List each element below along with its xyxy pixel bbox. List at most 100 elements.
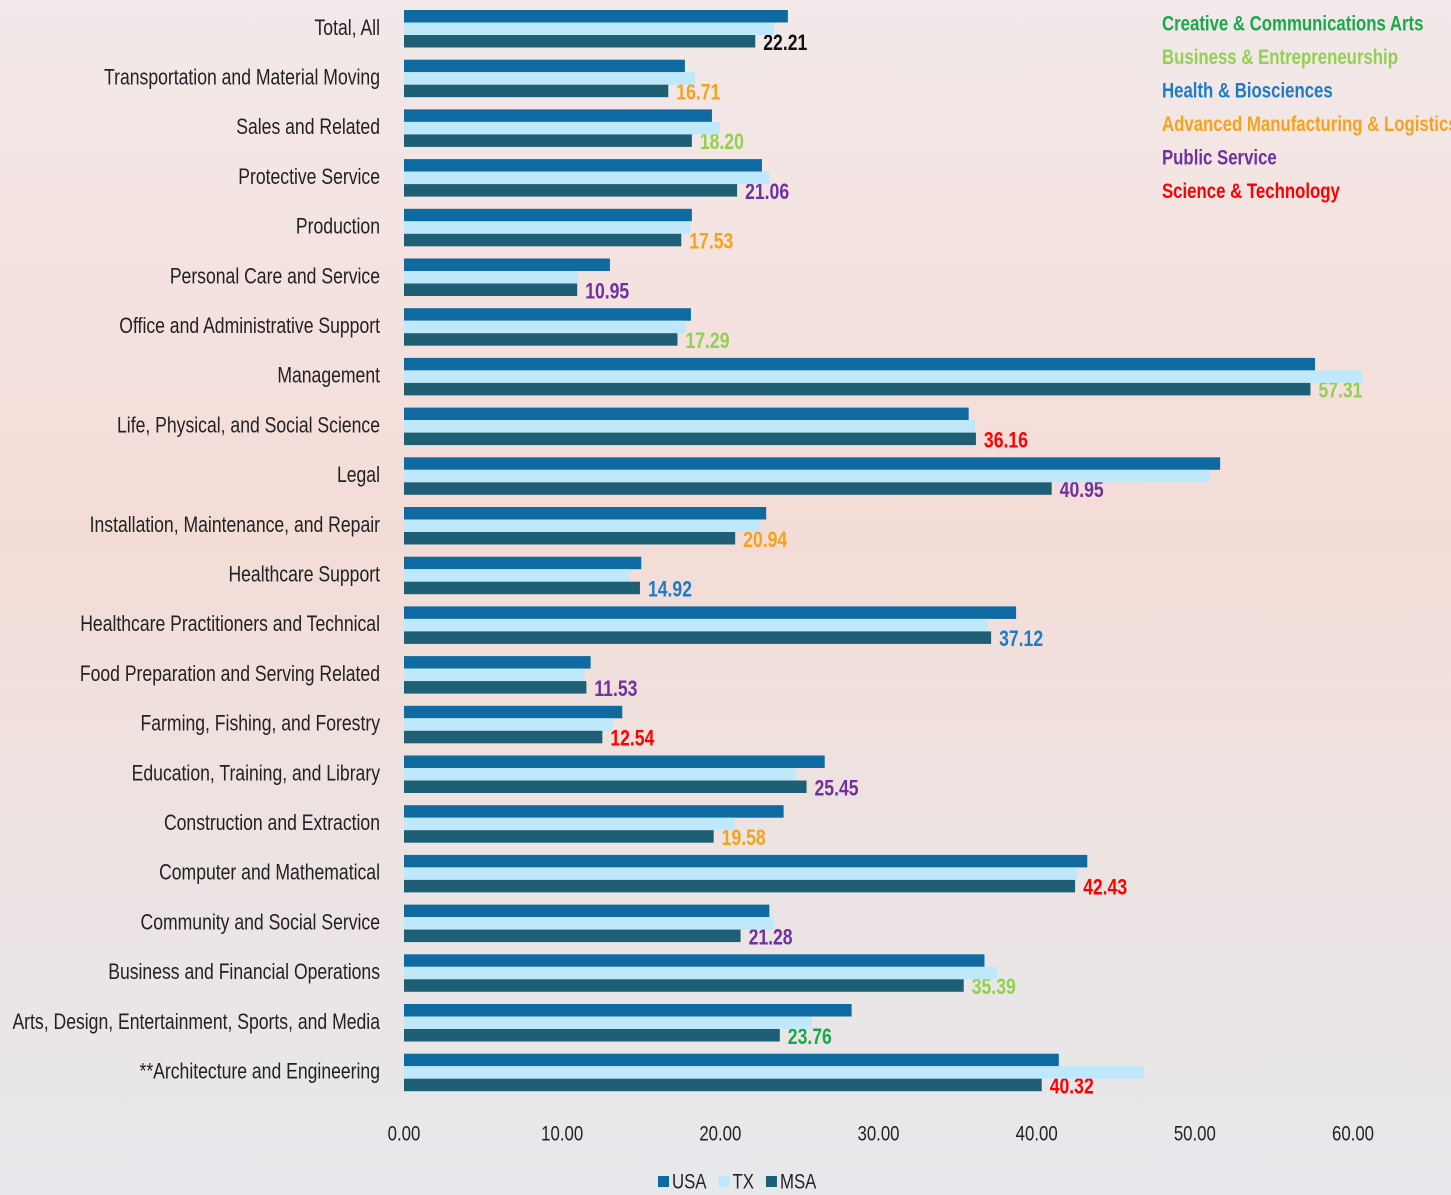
cluster-legend-entry: Creative & Communications Arts [1162, 13, 1423, 36]
x-tick-label: 0.00 [388, 1123, 421, 1146]
bar [404, 383, 1310, 396]
cluster-legend-entry: Public Service [1162, 147, 1277, 170]
cluster-legend-entry: Advanced Manufacturing & Logistics [1162, 113, 1451, 136]
bar [404, 706, 622, 719]
category-label: Office and Administrative Support [119, 314, 380, 338]
category-label: Business and Financial Operations [108, 960, 380, 984]
category-label: Total, All [315, 16, 380, 40]
value-label: 14.92 [648, 578, 692, 602]
bar [404, 370, 1362, 383]
x-tick-label: 50.00 [1174, 1123, 1216, 1146]
legend-label: TX [733, 1171, 755, 1194]
category-label: Protective Service [238, 165, 380, 189]
legend-swatch [719, 1176, 730, 1187]
value-label: 11.53 [594, 677, 637, 701]
bar [404, 221, 690, 234]
value-label: 42.43 [1083, 876, 1127, 900]
category-label: Healthcare Practitioners and Technical [80, 612, 380, 636]
bar [404, 718, 613, 731]
bar [404, 184, 737, 197]
bar [404, 954, 984, 967]
legend-swatch [766, 1176, 777, 1187]
bar [404, 1004, 852, 1017]
bar [404, 669, 584, 682]
legend-swatch [658, 1176, 669, 1187]
value-label: 10.95 [585, 280, 629, 304]
bar [404, 60, 685, 72]
bar [404, 172, 769, 185]
bar [404, 284, 577, 297]
bar [404, 781, 807, 794]
value-label: 17.53 [689, 230, 733, 254]
bar [404, 1029, 780, 1042]
cluster-legend-entry: Business & Entrepreneurship [1162, 46, 1398, 69]
bar [404, 756, 825, 769]
category-label: Sales and Related [236, 115, 380, 139]
category-label: **Architecture and Engineering [139, 1060, 380, 1084]
x-tick-label: 20.00 [699, 1123, 741, 1146]
legend-label: MSA [780, 1171, 817, 1194]
bar [404, 72, 695, 85]
bar [404, 830, 714, 843]
bar [404, 122, 720, 134]
category-label: Life, Physical, and Social Science [117, 414, 380, 438]
bar [404, 470, 1209, 483]
category-label: Production [296, 215, 380, 239]
x-tick-label: 30.00 [857, 1123, 899, 1146]
bar [404, 134, 692, 147]
bar [404, 482, 1052, 495]
bar [404, 979, 964, 992]
bar [404, 35, 755, 48]
bar [404, 159, 762, 172]
bar [404, 1079, 1042, 1092]
category-label: Community and Social Service [141, 911, 380, 935]
bar [404, 930, 741, 943]
bar [404, 855, 1087, 868]
bar [404, 905, 769, 918]
bar [404, 457, 1220, 470]
bar [404, 805, 784, 818]
bar [404, 1017, 812, 1030]
bar [404, 681, 586, 694]
bar [404, 433, 976, 446]
category-label: Farming, Fishing, and Forestry [141, 712, 380, 736]
category-label: Computer and Mathematical [159, 861, 380, 885]
x-tick-label: 40.00 [1016, 1123, 1058, 1146]
bar [404, 1054, 1059, 1067]
value-label: 37.12 [999, 627, 1043, 651]
bar [404, 818, 735, 831]
x-tick-label: 10.00 [541, 1123, 583, 1146]
bar [404, 85, 668, 98]
legend-label: USA [672, 1171, 707, 1194]
bar [404, 259, 610, 272]
category-label: Personal Care and Service [170, 265, 380, 289]
bar [404, 967, 997, 980]
bar [404, 768, 796, 781]
cluster-legend-entry: Science & Technology [1162, 180, 1340, 203]
bar [404, 507, 766, 520]
bar [404, 1066, 1144, 1079]
bar [404, 10, 788, 23]
category-label: Construction and Extraction [164, 811, 380, 835]
bar [404, 917, 774, 930]
value-label: 25.45 [815, 777, 859, 801]
bar [404, 271, 578, 284]
bar [404, 731, 602, 744]
bar [404, 308, 691, 321]
bar [404, 569, 630, 582]
category-label: Legal [337, 463, 380, 487]
value-label: 17.29 [685, 329, 729, 353]
bar [404, 408, 969, 421]
bar [404, 333, 677, 346]
bar [404, 358, 1315, 371]
bar [404, 321, 686, 334]
bar [404, 631, 991, 644]
bar [404, 656, 591, 669]
category-label: Transportation and Material Moving [104, 66, 380, 90]
bar [404, 606, 1016, 619]
bar [404, 880, 1075, 893]
category-label: Installation, Maintenance, and Repair [90, 513, 381, 537]
category-label: Education, Training, and Library [132, 762, 380, 786]
bar [404, 557, 641, 570]
category-label: Arts, Design, Entertainment, Sports, and… [12, 1010, 380, 1034]
